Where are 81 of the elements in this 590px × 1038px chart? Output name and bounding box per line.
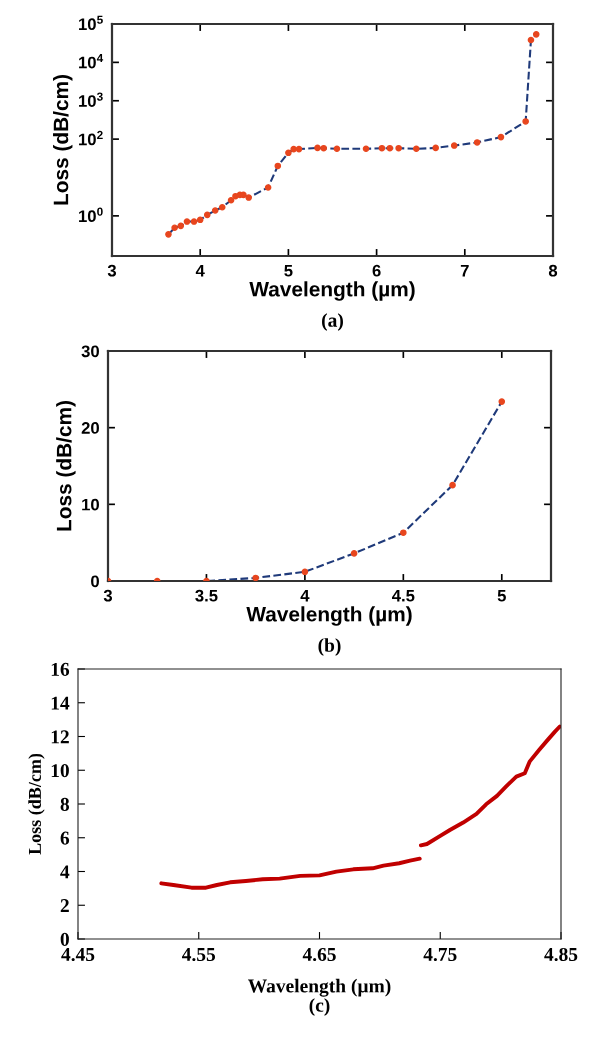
- point: [245, 194, 253, 201]
- point: [350, 550, 358, 557]
- point: [240, 191, 247, 199]
- point: [301, 568, 309, 576]
- x-tick-label: 4.75: [423, 948, 457, 962]
- point: [203, 211, 211, 219]
- x-tick-label: 4.65: [302, 947, 336, 962]
- point: [432, 144, 439, 152]
- y-tick-label: 10$^{4}$: [79, 54, 104, 69]
- point: [285, 149, 292, 157]
- point: [532, 31, 540, 38]
- point: [320, 144, 327, 152]
- point: [378, 144, 386, 152]
- y-axis-title: Loss (dB/cm): [28, 753, 45, 855]
- point: [400, 529, 407, 536]
- point: [395, 144, 402, 152]
- y-tick-label: 30: [81, 345, 99, 358]
- point: [227, 196, 235, 204]
- x-tick-label: 4.55: [182, 948, 216, 962]
- y-tick-label: 12: [51, 730, 69, 744]
- x-tick-label: 3: [103, 589, 113, 602]
- point: [165, 231, 172, 238]
- y-tick-label: 0: [91, 575, 99, 588]
- x-tick-label: 3: [107, 264, 117, 277]
- point: [412, 145, 420, 153]
- y-tick-label: 6: [60, 831, 70, 845]
- point: [522, 118, 529, 125]
- point: [450, 142, 458, 149]
- text: (a): [322, 313, 343, 331]
- y-tick-label: 2: [60, 899, 69, 912]
- point: [264, 184, 272, 191]
- point: [211, 207, 219, 214]
- point: [171, 224, 178, 232]
- x-tick-label: 5: [497, 589, 506, 602]
- y-tick-label: 10$^{0}$: [79, 207, 103, 223]
- x-axis-title: Wavelength (µm): [248, 978, 391, 997]
- x-tick-label: 6: [372, 264, 381, 277]
- y-tick-label: 10$^{2}$: [79, 130, 103, 146]
- y-tick-label: 10: [51, 764, 69, 778]
- point: [314, 144, 321, 152]
- y-tick-label: 16: [51, 662, 70, 676]
- y-tick-label: 8: [60, 797, 70, 811]
- point: [386, 144, 394, 152]
- y-tick-label: 20: [81, 422, 99, 434]
- y-tick-label: 10: [82, 498, 99, 511]
- x-axis-title: Wavelength (µm): [246, 606, 412, 626]
- y-tick-label: 10$^{5}$: [79, 15, 103, 31]
- text: (c): [309, 998, 330, 1016]
- y-tick-label: 14: [51, 696, 70, 710]
- y-tick-label: 4: [60, 865, 70, 879]
- x-tick-label: 4.5: [392, 589, 415, 602]
- x-tick-label: 4.45: [61, 948, 95, 962]
- point: [333, 145, 341, 153]
- y-axis-title: Loss (dB/cm): [53, 75, 73, 205]
- x-tick-label: 4.85: [544, 947, 578, 962]
- point: [449, 481, 456, 489]
- x-tick-label: 8: [548, 264, 558, 277]
- point: [274, 162, 282, 170]
- y-tick-label: 10$^{3}$: [79, 92, 103, 107]
- x-tick-label: 7: [460, 264, 469, 277]
- point: [190, 218, 198, 225]
- point: [177, 222, 185, 230]
- point: [498, 398, 506, 405]
- text: (b): [318, 638, 341, 656]
- point: [473, 139, 481, 146]
- point: [252, 574, 259, 581]
- point: [183, 218, 191, 225]
- point: [196, 216, 204, 224]
- point: [290, 145, 297, 153]
- point: [362, 145, 370, 153]
- y-tick-label: 0: [60, 932, 69, 946]
- x-tick-label: 4: [195, 264, 205, 277]
- point: [497, 133, 505, 141]
- x-tick-label: 3.5: [195, 589, 218, 602]
- point: [527, 36, 535, 44]
- x-tick-label: 5: [284, 264, 293, 277]
- point: [218, 203, 226, 211]
- point: [295, 145, 303, 153]
- x-axis-title: Wavelength (µm): [249, 281, 415, 301]
- y-axis-title: Loss (dB/cm): [56, 401, 76, 531]
- x-tick-label: 4: [300, 589, 310, 602]
